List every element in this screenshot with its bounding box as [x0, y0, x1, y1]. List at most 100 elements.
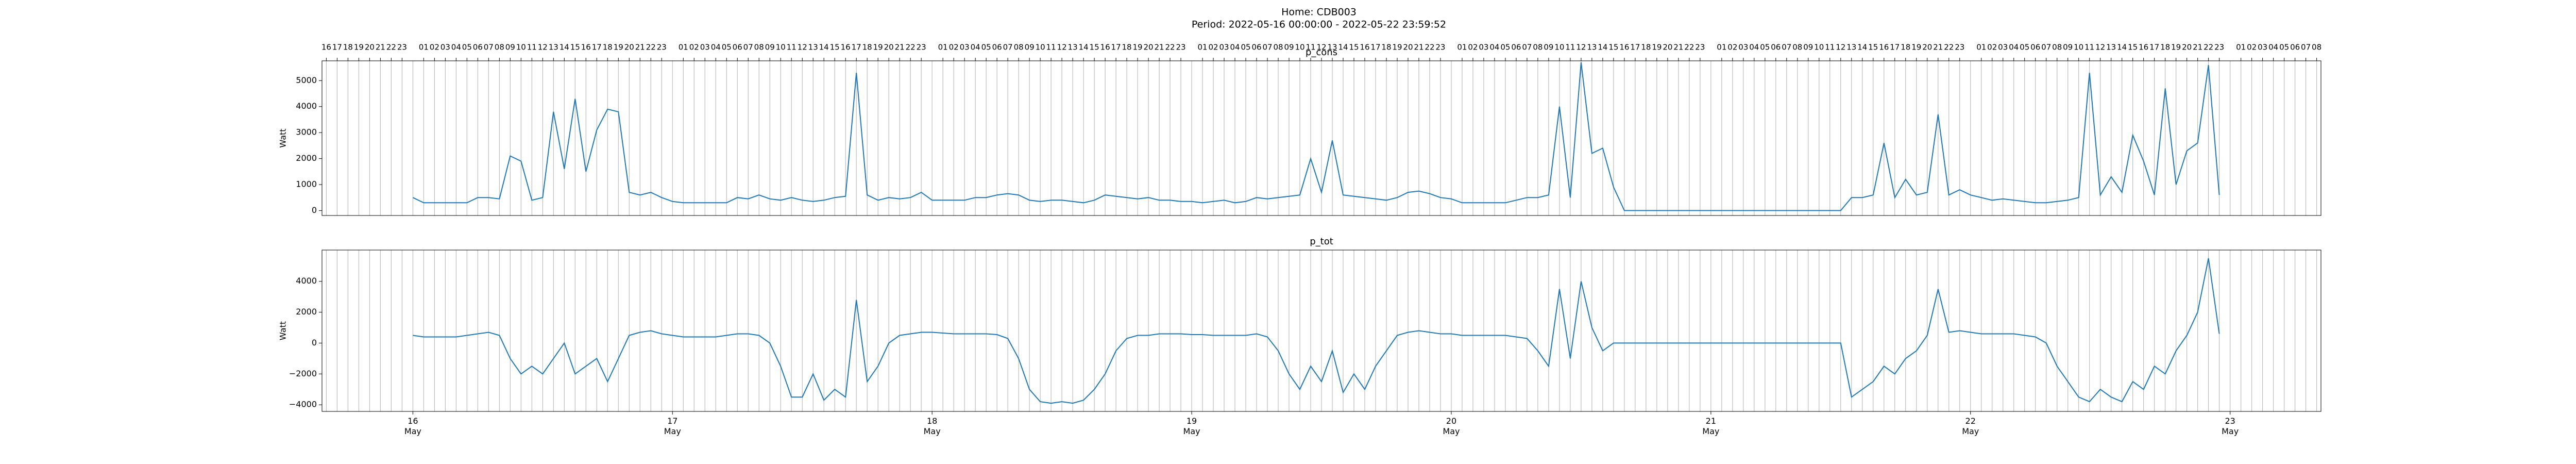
- x2-tick-label: 12: [1316, 43, 1326, 52]
- x2-tick-label: 09: [1544, 43, 1553, 52]
- x2-tick-label: 05: [2279, 43, 2289, 52]
- x2-tick-label: 04: [1749, 43, 1759, 52]
- x2-tick-label: 16: [1360, 43, 1369, 52]
- x2-tick-label: 10: [2074, 43, 2083, 52]
- y-tick-label: −4000: [289, 400, 317, 409]
- x2-tick-label: 04: [971, 43, 980, 52]
- x2-tick-label: 09: [1803, 43, 1813, 52]
- x-tick-label: 18 May: [923, 416, 941, 436]
- x2-tick-label: 12: [1576, 43, 1586, 52]
- x2-tick-label: 19: [1652, 43, 1662, 52]
- x2-tick-label: 17: [1370, 43, 1380, 52]
- x2-tick-label: 17: [1111, 43, 1121, 52]
- x2-tick-label: 03: [440, 43, 450, 52]
- x2-tick-label: 22: [1684, 43, 1694, 52]
- x2-tick-label: 03: [1479, 43, 1488, 52]
- x2-tick-label: 01: [679, 43, 688, 52]
- x2-tick-label: 06: [1251, 43, 1261, 52]
- x2-tick-label: 09: [2063, 43, 2073, 52]
- x2-tick-label: 16: [2139, 43, 2148, 52]
- x2-tick-label: 08: [1533, 43, 1543, 52]
- plot-frame: [321, 60, 2321, 216]
- x2-tick-label: 20: [365, 43, 375, 52]
- x2-tick-label: 05: [981, 43, 991, 52]
- x2-tick-label: 11: [527, 43, 537, 52]
- x2-tick-label: 14: [819, 43, 829, 52]
- x2-tick-label: 12: [538, 43, 548, 52]
- x2-tick-label: 11: [1825, 43, 1835, 52]
- y-axis-label: Watt: [278, 321, 288, 340]
- x2-tick-label: 18: [603, 43, 613, 52]
- x2-tick-label: 13: [1068, 43, 1078, 52]
- x2-tick-label: 15: [1349, 43, 1359, 52]
- x2-tick-label: 08: [1792, 43, 1802, 52]
- figure-subtitle: Period: 2022-05-16 00:00:00 - 2022-05-22…: [1192, 19, 1446, 30]
- y-axis-label: Watt: [278, 128, 288, 147]
- x2-tick-label: 23: [397, 43, 407, 52]
- x2-tick-label: 13: [549, 43, 558, 52]
- x2-tick-label: 06: [733, 43, 742, 52]
- x2-tick-label: 02: [430, 43, 439, 52]
- x2-tick-label: 11: [787, 43, 796, 52]
- x2-tick-label: 13: [1846, 43, 1856, 52]
- x2-tick-label: 17: [1630, 43, 1640, 52]
- x2-tick-label: 03: [2258, 43, 2267, 52]
- panel-title: p_cons: [1306, 47, 1337, 58]
- x2-tick-label: 17: [332, 43, 342, 52]
- x2-tick-label: 05: [1760, 43, 1770, 52]
- x2-tick-label: 20: [1663, 43, 1672, 52]
- y-tick-label: 0: [312, 205, 317, 215]
- x2-tick-label: 06: [1511, 43, 1521, 52]
- x2-tick-label: 12: [798, 43, 807, 52]
- x2-tick-label: 18: [862, 43, 872, 52]
- x2-tick-label: 13: [2106, 43, 2116, 52]
- x2-tick-label: 02: [1468, 43, 1478, 52]
- x2-tick-label: 08: [1014, 43, 1024, 52]
- x2-tick-label: 04: [451, 43, 461, 52]
- x2-tick-label: 11: [1306, 43, 1315, 52]
- plot-frame: [321, 250, 2321, 412]
- x2-tick-label: 02: [2247, 43, 2257, 52]
- x2-tick-label: 23: [1176, 43, 1186, 52]
- x2-tick-label: 20: [2182, 43, 2192, 52]
- x2-tick-label: 23: [1695, 43, 1705, 52]
- y-tick-label: 0: [312, 338, 317, 347]
- x2-tick-label: 14: [560, 43, 569, 52]
- x2-tick-label: 07: [743, 43, 753, 52]
- x2-tick-label: 02: [1208, 43, 1218, 52]
- x2-tick-label: 10: [1036, 43, 1045, 52]
- x2-tick-label: 01: [1976, 43, 1986, 52]
- x2-tick-label: 06: [473, 43, 483, 52]
- x-tick-label: 20 May: [1443, 416, 1460, 436]
- x2-tick-label: 17: [852, 43, 861, 52]
- x2-tick-label: 06: [1771, 43, 1781, 52]
- panel-title: p_tot: [1310, 236, 1333, 247]
- x2-tick-label: 11: [2084, 43, 2094, 52]
- x2-tick-label: 03: [960, 43, 970, 52]
- y-tick-label: 2000: [296, 307, 317, 317]
- x2-tick-label: 14: [1079, 43, 1089, 52]
- x2-tick-label: 05: [1241, 43, 1250, 52]
- x2-tick-label: 08: [754, 43, 764, 52]
- x2-tick-label: 16: [321, 43, 331, 52]
- x2-tick-label: 01: [938, 43, 948, 52]
- x2-tick-label: 22: [1944, 43, 1954, 52]
- x2-tick-label: 12: [1057, 43, 1067, 52]
- x2-tick-label: 09: [505, 43, 515, 52]
- x2-tick-label: 07: [1262, 43, 1272, 52]
- x2-tick-label: 08: [2052, 43, 2062, 52]
- x2-tick-label: 17: [1890, 43, 1900, 52]
- x2-tick-label: 07: [2041, 43, 2051, 52]
- x2-tick-label: 01: [419, 43, 429, 52]
- x2-tick-label: 09: [1025, 43, 1035, 52]
- x2-tick-label: 23: [2214, 43, 2224, 52]
- x2-tick-label: 21: [1155, 43, 1164, 52]
- x2-tick-label: 07: [1522, 43, 1532, 52]
- x2-tick-label: 05: [722, 43, 732, 52]
- x2-tick-label: 13: [808, 43, 818, 52]
- y-tick-label: 3000: [296, 127, 317, 137]
- x2-tick-label: 21: [2193, 43, 2202, 52]
- y-tick-label: 4000: [296, 101, 317, 111]
- x2-tick-label: 18: [2160, 43, 2170, 52]
